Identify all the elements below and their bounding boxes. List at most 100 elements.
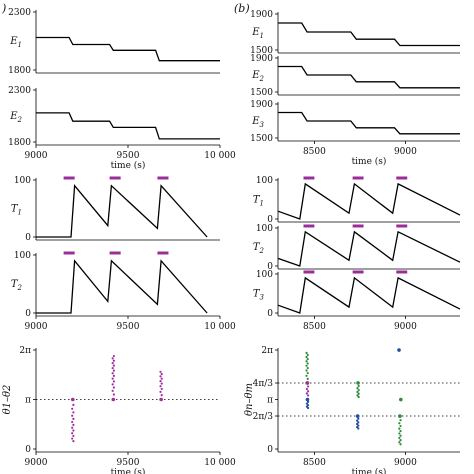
scatter-point bbox=[305, 374, 308, 377]
y-axis-label: T1 bbox=[11, 204, 22, 217]
scatter-point bbox=[112, 369, 115, 372]
plot-a_T2: 0 100 9000 9500 10 000 T2 bbox=[11, 251, 236, 332]
plot-b_E3: 1500 1900 8500 9000 time (s) E3 bbox=[250, 100, 460, 167]
y-tick-label: π bbox=[25, 396, 31, 406]
x-axis-label: time (s) bbox=[111, 467, 146, 474]
scatter-point bbox=[306, 357, 309, 361]
scatter-point bbox=[112, 354, 115, 358]
scatter-point bbox=[398, 432, 401, 435]
plot-b_T3: 0 100 8500 9000 T3 bbox=[253, 270, 461, 332]
plot-b_phase: 0 2π/3 π 4π/3 2π 8500 9000 time (s) θn–θm bbox=[244, 346, 460, 474]
scatter-point bbox=[397, 348, 401, 352]
scatter-point bbox=[357, 395, 360, 399]
scatter-point bbox=[111, 366, 114, 370]
scatter-point bbox=[71, 437, 74, 440]
scatter-point bbox=[356, 387, 359, 390]
scatter-point bbox=[399, 419, 402, 422]
y-tick-label: 1500 bbox=[250, 88, 273, 98]
y-axis-label: E2 bbox=[9, 111, 22, 124]
scatter-point bbox=[305, 355, 308, 359]
scatter-point bbox=[399, 443, 402, 446]
plot-a_E2: 1800 2300 9000 9500 10 000 time (s) E2 bbox=[8, 86, 236, 171]
scatter-point bbox=[305, 351, 308, 354]
scatter-point bbox=[399, 424, 402, 428]
plot-b_E1: 1500 1900 E1 bbox=[250, 10, 460, 56]
scatter-point bbox=[305, 364, 308, 367]
y-tick-label: 2300 bbox=[8, 86, 31, 96]
scatter-point bbox=[111, 362, 114, 365]
x-tick-label: 8500 bbox=[303, 458, 326, 468]
plot-a_E1: 1800 2300 E1 bbox=[8, 8, 220, 76]
x-axis-label: time (s) bbox=[352, 467, 387, 474]
series-line bbox=[278, 65, 460, 89]
y-tick-label: 1900 bbox=[250, 54, 273, 64]
plot-a_T1: 0 100 T1 bbox=[11, 176, 220, 243]
x-tick-label: 9000 bbox=[25, 458, 48, 468]
scatter-point bbox=[398, 414, 402, 418]
scatter-point bbox=[305, 369, 308, 372]
scatter-point bbox=[72, 403, 75, 406]
scatter-point bbox=[159, 375, 162, 378]
scatter-point bbox=[356, 419, 359, 422]
series-line bbox=[278, 111, 460, 135]
y-tick-label: 2π bbox=[261, 346, 273, 356]
y-tick-label: 1500 bbox=[250, 46, 273, 56]
scatter-point bbox=[160, 372, 163, 376]
y-axis-label: T2 bbox=[11, 279, 23, 292]
plot-b_T1: 0 100 T1 bbox=[253, 176, 461, 225]
y-tick-label: 2300 bbox=[8, 8, 31, 18]
y-axis-label: E2 bbox=[251, 70, 264, 83]
scatter-point bbox=[357, 384, 360, 388]
scatter-point bbox=[72, 429, 75, 432]
scatter-point bbox=[71, 420, 74, 424]
y-axis-label: E1 bbox=[251, 27, 264, 40]
y-tick-label: 1900 bbox=[250, 100, 273, 110]
y-axis-label: θ1–θ2 bbox=[2, 385, 13, 415]
scatter-point bbox=[160, 377, 163, 380]
panel-label-a: ) bbox=[1, 2, 6, 15]
scatter-point bbox=[306, 362, 309, 365]
plot-b_E2: 1500 1900 E2 bbox=[250, 54, 460, 98]
x-tick-label: 9000 bbox=[394, 147, 417, 157]
series-line bbox=[36, 36, 220, 62]
x-tick-label: 9500 bbox=[117, 458, 140, 468]
scatter-point bbox=[111, 372, 114, 375]
scatter-point bbox=[357, 427, 360, 430]
scatter-point bbox=[111, 397, 116, 402]
scatter-point bbox=[357, 421, 360, 424]
scatter-point bbox=[398, 422, 401, 425]
x-axis-label: time (s) bbox=[352, 156, 387, 167]
series-line bbox=[277, 182, 461, 220]
scatter-point bbox=[72, 411, 75, 414]
y-tick-label: 100 bbox=[256, 176, 273, 186]
scatter-point bbox=[305, 402, 308, 405]
scatter-point bbox=[398, 436, 401, 440]
scatter-point bbox=[111, 377, 114, 380]
y-tick-label: 1800 bbox=[8, 138, 31, 148]
scatter-point bbox=[306, 385, 310, 388]
scatter-point bbox=[112, 364, 115, 367]
y-tick-label: 2π/3 bbox=[253, 412, 274, 422]
y-tick-label: 1800 bbox=[8, 66, 31, 76]
scatter-point bbox=[71, 414, 74, 417]
scatter-point bbox=[399, 438, 402, 442]
x-tick-label: 10 000 bbox=[204, 322, 236, 332]
scatter-point bbox=[305, 397, 310, 402]
y-tick-label: 0 bbox=[267, 262, 273, 272]
scatter-point bbox=[356, 422, 359, 426]
scatter-point bbox=[399, 429, 402, 433]
y-tick-label: 0 bbox=[25, 309, 31, 319]
scatter-point bbox=[356, 381, 360, 385]
x-tick-label: 9000 bbox=[25, 151, 48, 161]
y-axis-label: T1 bbox=[253, 195, 264, 208]
y-tick-label: 4π/3 bbox=[253, 379, 274, 389]
plot-b_T2: 0 100 T2 bbox=[253, 224, 461, 272]
scatter-point bbox=[71, 432, 74, 435]
scatter-point bbox=[112, 359, 115, 362]
series-line bbox=[36, 259, 208, 314]
y-axis-label: T2 bbox=[253, 242, 265, 255]
scatter-point bbox=[305, 381, 310, 385]
scatter-point bbox=[159, 379, 162, 383]
y-tick-label: 1500 bbox=[250, 134, 273, 144]
